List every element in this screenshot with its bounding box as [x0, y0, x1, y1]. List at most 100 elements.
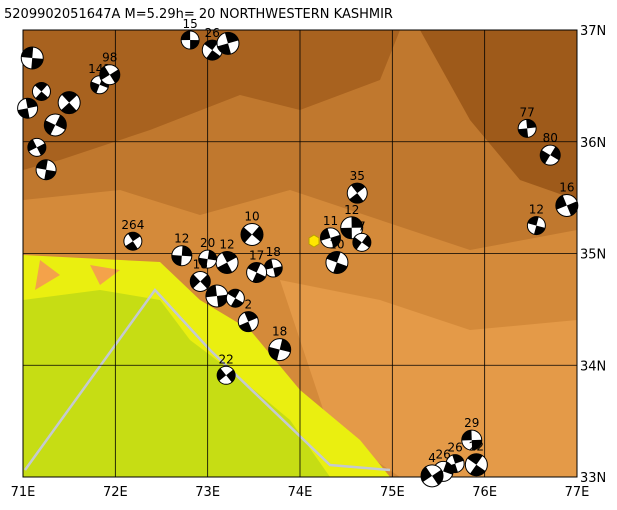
compressional-quadrant [320, 228, 341, 248]
depth-label: 20 [200, 236, 215, 250]
compressional-quadrant [44, 115, 67, 135]
focal-mechanism: 29 [461, 416, 483, 451]
focal-mechanism: 22 [216, 352, 236, 385]
compressional-quadrant [268, 338, 291, 361]
focal-mechanism: 80 [539, 131, 561, 166]
depth-label: 12 [219, 237, 234, 251]
depth-label: 11 [323, 214, 338, 228]
focal-mechanism: 15 [180, 17, 200, 50]
focal-mechanism: 16 [555, 180, 579, 217]
epicenter [308, 234, 320, 248]
depth-label: 26 [205, 26, 220, 40]
compressional-quadrant [27, 139, 46, 156]
depth-label: 18 [266, 245, 281, 259]
focal-mechanism: 2 [237, 298, 259, 333]
depth-label: 2 [244, 298, 252, 312]
compressional-quadrant [349, 183, 366, 204]
depth-label: 12 [174, 232, 189, 246]
focal-mechanism: 18 [263, 245, 283, 278]
depth-label: 80 [543, 131, 558, 145]
events: 1526142987780161235127111026412101817122… [17, 17, 579, 488]
compressional-quadrant [204, 40, 221, 61]
compressional-quadrant [171, 245, 192, 266]
lon-tick-label: 76E [472, 485, 497, 500]
focal-mechanism [57, 91, 81, 115]
focal-mechanism: 18 [189, 257, 211, 292]
depth-label: 18 [272, 325, 287, 339]
compressional-quadrant [99, 66, 120, 84]
compressional-quadrant [352, 235, 371, 250]
focal-mechanism [17, 97, 39, 119]
lat-tick-label: 34N [580, 359, 606, 374]
focal-mechanism: 10 [240, 210, 264, 247]
focal-mechanism [20, 46, 44, 70]
focal-mechanism: 98 [99, 51, 121, 86]
focal-mechanism: 17 [246, 248, 268, 283]
focal-mechanism: 12 [340, 203, 364, 240]
compressional-quadrant [247, 262, 266, 283]
compressional-quadrant [61, 91, 78, 114]
compressional-quadrant [190, 274, 211, 289]
lat-tick-label: 35N [580, 248, 606, 263]
compressional-quadrant [264, 259, 283, 277]
compressional-quadrant [17, 98, 38, 119]
compressional-quadrant [540, 146, 561, 164]
focal-mechanism: 12 [215, 237, 239, 274]
compressional-quadrant [217, 32, 239, 55]
focal-mechanism: 264 [121, 218, 144, 251]
lon-tick-label: 77E [565, 485, 590, 500]
compressional-quadrant [467, 453, 486, 476]
compressional-quadrant [421, 466, 444, 485]
depth-label: 10 [244, 210, 259, 224]
compressional-quadrant [125, 232, 141, 251]
depth-label: 22 [218, 352, 233, 366]
focal-mechanism [27, 137, 47, 157]
compressional-quadrant [21, 46, 44, 69]
map-frame [22, 29, 578, 478]
depth-label: 18 [193, 257, 208, 271]
compressional-quadrant [227, 289, 244, 308]
focal-mechanism [205, 284, 229, 308]
depth-label: 22 [469, 440, 484, 454]
depth-label: 264 [121, 218, 144, 232]
lat-tick-label: 33N [580, 471, 606, 486]
compressional-quadrant [241, 226, 263, 243]
compressional-quadrant [217, 368, 236, 383]
compressional-quadrant [527, 216, 546, 235]
focal-mechanism: 7 [352, 219, 372, 252]
depth-label: 77 [519, 105, 534, 119]
focal-mechanism: 20 [198, 236, 218, 269]
compressional-quadrant [239, 311, 258, 332]
compressional-quadrant [36, 159, 56, 180]
lat-tick-label: 37N [580, 24, 606, 39]
focal-mechanism [35, 159, 57, 181]
focal-mechanism: 12 [171, 232, 193, 267]
focal-mechanism: 11 [319, 214, 341, 249]
focal-mechanism: 77 [517, 105, 537, 138]
compressional-quadrant [461, 430, 482, 451]
map-title: 5209902051647A M=5.29h= 20 NORTHWESTERN … [4, 7, 393, 22]
depth-label: 29 [464, 416, 479, 430]
compressional-quadrant [518, 119, 537, 138]
depth-label: 10 [329, 237, 344, 251]
focal-mechanism: 22 [464, 440, 488, 477]
focal-mechanism: 10 [325, 237, 349, 274]
lon-tick-label: 75E [380, 485, 405, 500]
focal-mechanism [43, 113, 67, 137]
lon-tick-label: 72E [103, 485, 128, 500]
lon-tick-label: 73E [195, 485, 220, 500]
compressional-quadrant [181, 31, 200, 50]
focal-mechanism: 12 [526, 203, 546, 236]
focal-mechanism [225, 288, 245, 308]
depth-label: 26 [435, 447, 450, 461]
focal-mechanism: 4 [420, 451, 444, 488]
focal-mechanism: 35 [346, 169, 368, 204]
depth-label: 16 [559, 180, 574, 194]
depth-label: 7 [358, 219, 366, 233]
lon-tick-label: 74E [288, 485, 313, 500]
depth-label: 26 [447, 441, 462, 455]
compressional-quadrant [326, 251, 348, 274]
focal-mechanism [31, 81, 51, 101]
compressional-quadrant [217, 251, 237, 274]
